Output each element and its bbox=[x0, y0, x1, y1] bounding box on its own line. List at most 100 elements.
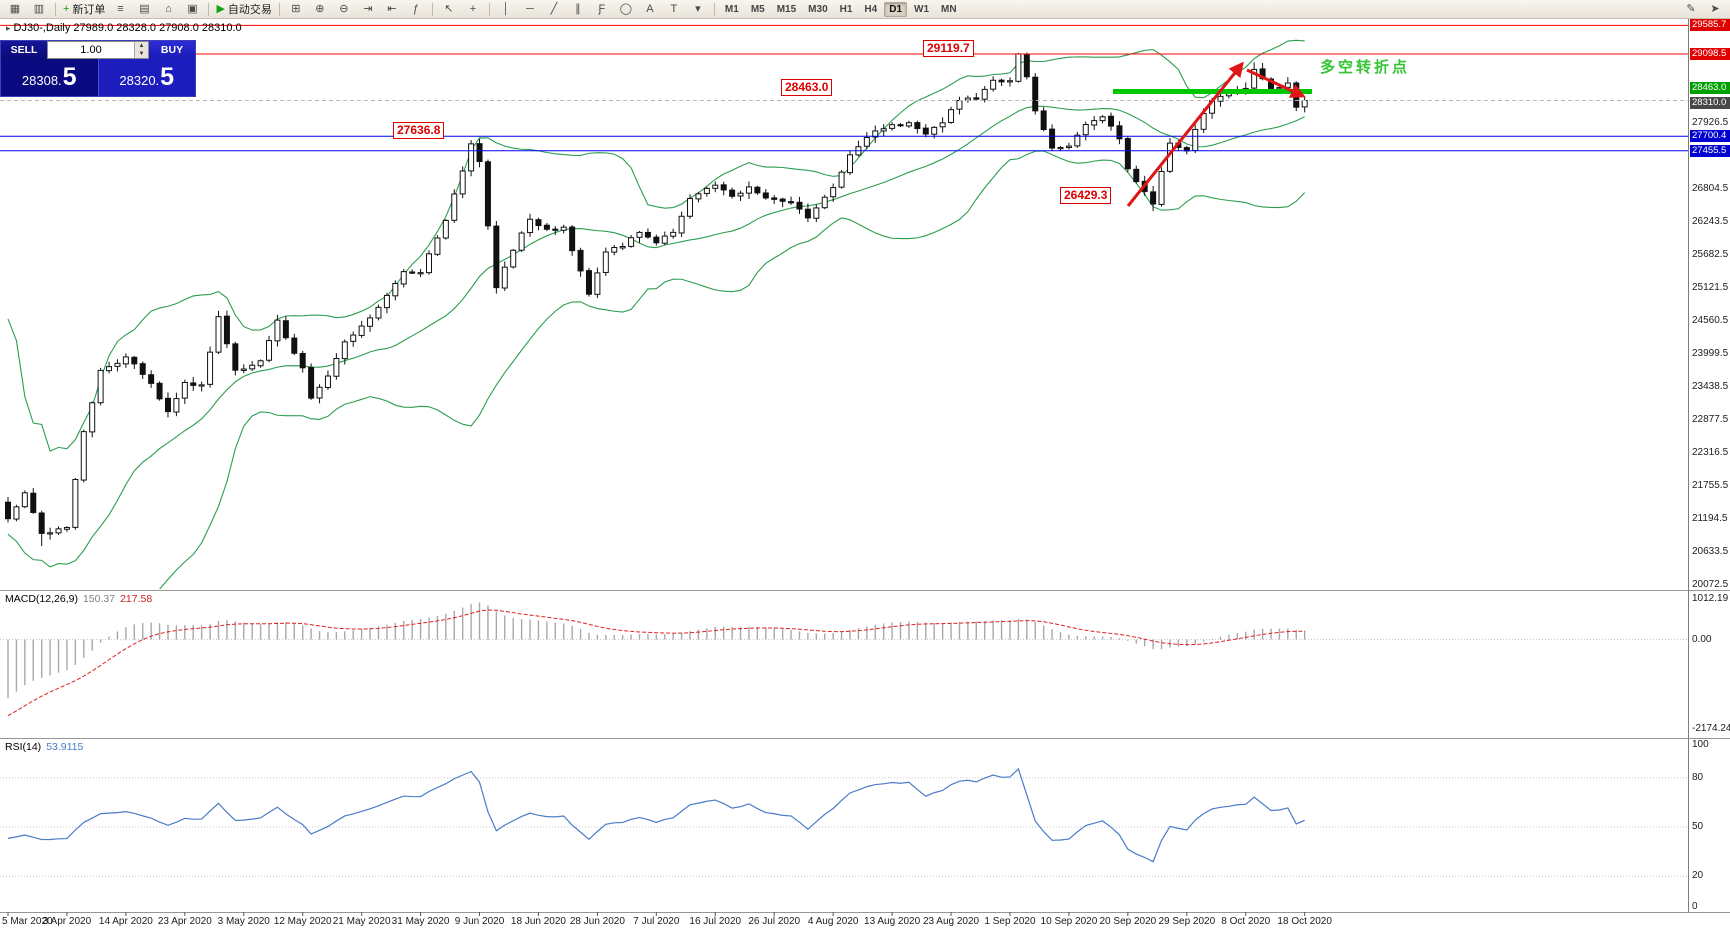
sell-price: 28308. bbox=[21, 73, 62, 88]
timeframe-m1[interactable]: M1 bbox=[724, 3, 739, 15]
macd-panel bbox=[0, 602, 1688, 717]
channel-icon[interactable]: ∥ bbox=[567, 2, 589, 17]
sell-button[interactable]: SELL bbox=[1, 41, 47, 59]
macd-main-value: 150.37 bbox=[82, 593, 116, 605]
new-order-button-label: 新订单 bbox=[72, 4, 106, 16]
tile-windows-icon: ⊞ bbox=[291, 2, 301, 15]
volume-down-button[interactable]: ▼ bbox=[135, 50, 148, 58]
macd-signal-line bbox=[7, 609, 1305, 717]
label-icon: T bbox=[670, 2, 678, 15]
rsi-line bbox=[7, 767, 1305, 863]
timeframe-d1[interactable]: D1 bbox=[884, 1, 908, 17]
volume-up-button[interactable]: ▲ bbox=[135, 42, 148, 50]
market-watch-icon: ≡ bbox=[117, 2, 124, 15]
candles bbox=[5, 52, 1308, 547]
buy-price-button[interactable]: 28320.5 bbox=[97, 59, 195, 96]
draw-icon[interactable]: ✎ bbox=[1680, 2, 1702, 17]
timeframe-h4[interactable]: H4 bbox=[864, 3, 878, 15]
rsi-name: RSI(14) bbox=[5, 741, 42, 753]
timeframe-w1[interactable]: W1 bbox=[914, 3, 930, 15]
new-order-button[interactable]: + 新订单 bbox=[61, 2, 107, 17]
chart-title: ▸ DJ30-,Daily 27989.0 28328.0 27908.0 283… bbox=[6, 22, 242, 34]
pointer-mode-icon: ➤ bbox=[1710, 2, 1720, 15]
trend-arrow bbox=[1126, 61, 1244, 207]
chart-title-icon: ▸ bbox=[6, 23, 11, 33]
navigator-icon[interactable]: ⌂ bbox=[157, 2, 179, 17]
timeframe-m30[interactable]: M30 bbox=[808, 3, 828, 15]
new-chart-icon[interactable]: ▦ bbox=[4, 2, 26, 17]
chart-note-annotation[interactable]: 多空转折点 bbox=[1320, 59, 1411, 76]
macd-name: MACD(12,26,9) bbox=[5, 593, 78, 605]
text-icon: A bbox=[646, 2, 654, 15]
one-click-trade-panel: SELL 1.00 ▲ ▼ BUY 28308.5 28320.5 bbox=[0, 40, 196, 97]
timeframe-h1[interactable]: H1 bbox=[839, 3, 853, 15]
trendline-icon[interactable]: ╱ bbox=[543, 2, 565, 17]
label-icon[interactable]: T bbox=[663, 2, 685, 17]
auto-scroll-icon[interactable]: ⇥ bbox=[357, 2, 379, 17]
macd-indicator-label: MACD(12,26,9) 150.37 217.58 bbox=[5, 593, 152, 605]
toolbar-separator bbox=[713, 2, 715, 16]
data-window-icon[interactable]: ▤ bbox=[133, 2, 155, 17]
bollinger-lower-band bbox=[158, 150, 1306, 589]
crosshair-icon[interactable]: + bbox=[462, 2, 484, 17]
rsi-value: 53.9115 bbox=[46, 741, 84, 753]
rsi-indicator-label: RSI(14) 53.9115 bbox=[5, 741, 83, 753]
toolbar-separator bbox=[488, 2, 490, 16]
new-chart-icon: ▦ bbox=[9, 2, 21, 15]
arrows-icon[interactable]: ▾ bbox=[687, 2, 709, 17]
chart-title-text: DJ30-,Daily 27989.0 28328.0 27908.0 2831… bbox=[13, 22, 242, 34]
draw-icon: ✎ bbox=[1686, 2, 1696, 15]
fibonacci-icon: Ƒ bbox=[598, 2, 606, 15]
navigator-icon: ⌂ bbox=[165, 2, 172, 15]
cursor-icon: ↖ bbox=[444, 2, 454, 15]
indicators-icon: ƒ bbox=[412, 2, 419, 15]
text-icon[interactable]: A bbox=[639, 2, 661, 17]
cursor-icon[interactable]: ↖ bbox=[438, 2, 460, 17]
trend-arrow bbox=[1246, 68, 1306, 98]
autotrade-button[interactable]: ▶ 自动交易 bbox=[214, 2, 273, 17]
chart-profiles-icon[interactable]: ▥ bbox=[28, 2, 50, 17]
chart-shift-icon: ⇤ bbox=[387, 2, 397, 15]
toolbar-separator bbox=[208, 2, 210, 16]
auto-scroll-icon: ⇥ bbox=[363, 2, 373, 15]
zoom-out-icon[interactable]: ⊖ bbox=[333, 2, 355, 17]
shapes-icon[interactable]: ◯ bbox=[615, 2, 637, 17]
rsi-panel bbox=[0, 767, 1688, 877]
zoom-out-icon: ⊖ bbox=[339, 2, 349, 15]
chart-shift-icon[interactable]: ⇤ bbox=[381, 2, 403, 17]
horizontal-line-icon[interactable]: ─ bbox=[519, 2, 541, 17]
zoom-in-icon[interactable]: ⊕ bbox=[309, 2, 331, 17]
sell-price-pips: 5 bbox=[62, 63, 77, 91]
toolbar-separator bbox=[55, 2, 56, 16]
timeframe-m15[interactable]: M15 bbox=[776, 3, 797, 15]
market-watch-icon[interactable]: ≡ bbox=[109, 2, 131, 17]
autotrade-button-label: 自动交易 bbox=[227, 4, 272, 16]
sell-price-button[interactable]: 28308.5 bbox=[1, 59, 98, 96]
pointer-mode-icon[interactable]: ➤ bbox=[1704, 2, 1726, 17]
macd-signal-value: 217.58 bbox=[120, 593, 153, 605]
fibonacci-icon[interactable]: Ƒ bbox=[591, 2, 613, 17]
toolbar-separator bbox=[278, 2, 280, 16]
autotrade-button: ▶ bbox=[216, 2, 225, 15]
timeframe-m5[interactable]: M5 bbox=[750, 3, 765, 15]
new-order-button: + bbox=[63, 2, 70, 15]
zoom-in-icon: ⊕ bbox=[315, 2, 325, 15]
toolbar-separator bbox=[431, 2, 433, 16]
indicators-icon[interactable]: ƒ bbox=[405, 2, 427, 17]
tile-windows-icon[interactable]: ⊞ bbox=[285, 2, 307, 17]
crosshair-icon: + bbox=[469, 2, 477, 15]
volume-spinner: ▲ ▼ bbox=[134, 42, 148, 58]
vertical-line-icon: │ bbox=[502, 2, 510, 15]
buy-button[interactable]: BUY bbox=[149, 41, 195, 59]
toolbar: ▦ ▥ + 新订单 ≡ ▤ ⌂ ▣ ▶ 自动交易 ⊞ ⊕ ⊖ ⇥ ⇤ ƒ ↖ + │ ─ ╱ ∥ Ƒ ◯ A T ▾ M1 M5 M15 M… bbox=[0, 0, 1730, 19]
timeframe-mn[interactable]: MN bbox=[941, 3, 957, 15]
bollinger-middle-band bbox=[7, 105, 1305, 568]
channel-icon: ∥ bbox=[575, 2, 581, 15]
trendline-icon: ╱ bbox=[550, 2, 558, 15]
volume-input[interactable]: 1.00 ▲ ▼ bbox=[47, 41, 149, 59]
volume-value[interactable]: 1.00 bbox=[80, 44, 102, 56]
vertical-line-icon[interactable]: │ bbox=[495, 2, 517, 17]
shapes-icon: ◯ bbox=[619, 2, 633, 15]
terminal-icon[interactable]: ▣ bbox=[181, 2, 203, 17]
